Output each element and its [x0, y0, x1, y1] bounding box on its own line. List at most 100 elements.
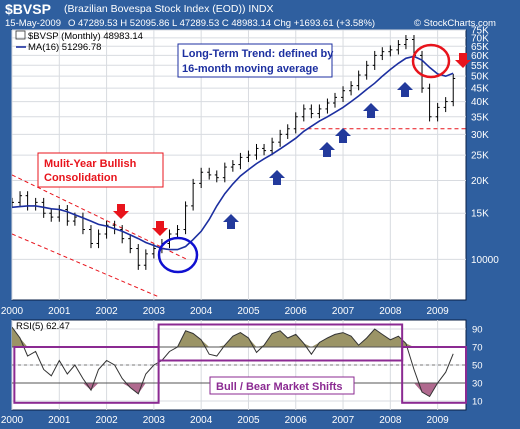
price-bar: [396, 40, 401, 55]
price-y-tick-label: 20K: [471, 176, 489, 187]
price-bar: [18, 191, 23, 208]
price-y-tick-label: 60K: [471, 51, 489, 62]
price-x-tick-label: 2001: [48, 306, 71, 317]
price-bar: [309, 104, 314, 119]
price-x-tick-label: 2003: [143, 306, 166, 317]
blue-up-arrow: [223, 214, 239, 229]
rsi-y-tick-label: 30: [472, 379, 483, 390]
price-bar: [443, 97, 448, 113]
ohlc-readout: O 47289.53 H 52095.86 L 47289.53 C 48983…: [68, 18, 376, 29]
price-y-tick-label: 55K: [471, 61, 489, 72]
ma-series-line: [12, 55, 454, 251]
blue-up-arrow: [319, 142, 335, 157]
rsi-x-tick-label: 2006: [285, 415, 308, 426]
price-bar: [230, 160, 235, 172]
price-bar: [49, 208, 54, 222]
price-bar: [191, 178, 196, 211]
price-bar: [333, 92, 338, 108]
price-bar: [388, 45, 393, 57]
price-y-tick-label: 35K: [471, 112, 489, 123]
top-red-circle: [411, 43, 451, 79]
legend-price-swatch: [15, 30, 26, 40]
price-y-tick-label: 50K: [471, 72, 489, 83]
price-bar: [246, 150, 251, 163]
price-bar: [317, 104, 322, 119]
chart-date: 15-May-2009: [5, 18, 61, 29]
rsi-y-tick-label: 50: [472, 361, 483, 372]
price-bar: [120, 225, 125, 244]
price-bar: [325, 98, 330, 114]
price-bar: [222, 162, 227, 183]
price-bar: [104, 220, 109, 239]
rsi-x-tick-label: 2009: [427, 415, 450, 426]
rsi-x-tick-label: 2003: [143, 415, 166, 426]
rsi-x-tick-label: 2001: [48, 415, 71, 426]
price-x-tick-label: 2004: [190, 306, 213, 317]
blue-up-arrow: [363, 103, 379, 118]
price-bar: [270, 137, 275, 156]
price-bar: [301, 104, 306, 122]
consolidation-annotation-line1: Mulit-Year Bullish: [44, 158, 137, 170]
price-y-tick-label: 65K: [471, 42, 489, 53]
symbol-name: (Brazilian Bovespa Stock Index (EOD)): [64, 3, 246, 15]
rsi-y-tick-label: 70: [472, 343, 483, 354]
price-x-tick-label: 2006: [285, 306, 308, 317]
blue-up-arrow: [335, 128, 351, 143]
price-x-tick-label: 2002: [95, 306, 118, 317]
price-y-tick-label: 10000: [471, 255, 499, 266]
price-x-tick-label: 2008: [379, 306, 402, 317]
price-bar: [207, 167, 212, 180]
rsi-x-tick-label: 2007: [332, 415, 355, 426]
rsi-y-tick-label: 90: [472, 325, 483, 336]
rsi-x-tick-label: 2004: [190, 415, 213, 426]
price-y-tick-label: 75K: [471, 26, 489, 37]
price-x-tick-label: 2009: [427, 306, 450, 317]
price-bar: [349, 81, 354, 96]
price-x-tick-label: 2007: [332, 306, 355, 317]
bull-regime-box: [157, 323, 404, 362]
blue-up-arrow: [269, 170, 285, 185]
rsi-x-tick-label: 2002: [95, 415, 118, 426]
legend-ma-label: MA(16) 51296.78: [28, 42, 101, 53]
price-bar: [341, 86, 346, 103]
price-bar: [435, 102, 440, 122]
channel-upper-dashed-line: [12, 174, 188, 260]
price-bar: [12, 197, 14, 208]
price-bar: [427, 83, 432, 122]
price-plot: [12, 35, 466, 298]
rsi-x-tick-label: 2008: [379, 415, 402, 426]
price-y-tick-label: 25K: [471, 151, 489, 162]
price-bar: [143, 249, 148, 270]
price-bar: [254, 143, 259, 160]
chart-ticker: $BVSP: [5, 1, 51, 17]
price-bar: [380, 47, 385, 61]
price-bar: [214, 170, 219, 183]
price-bar: [278, 129, 283, 147]
price-bar: [262, 143, 267, 156]
red-down-arrow-2003: [152, 221, 168, 236]
blue-up-arrow: [397, 82, 413, 97]
price-bar: [199, 167, 204, 189]
trend-annotation-line2: 16-month moving average: [182, 63, 318, 75]
price-bar: [364, 60, 369, 80]
exchange-code: INDX: [248, 3, 274, 15]
price-bar: [238, 152, 243, 170]
price-bar: [136, 244, 141, 270]
trend-annotation-box: [177, 43, 333, 78]
breakout-blue-circle: [157, 236, 199, 274]
red-down-arrow-2009: [455, 53, 471, 68]
chart-symbol-name: (Brazilian Bovespa Stock Index (EOD)) IN…: [64, 3, 274, 15]
axis-labels: 2000 2000 2001 2001 2002 2002 2003 2003 2004 2004…: [1, 26, 499, 427]
price-x-tick-label: 2000: [1, 306, 24, 317]
bear-regime-box-2009: [401, 346, 467, 404]
price-bar: [128, 234, 133, 254]
price-y-tick-label: 15K: [471, 209, 489, 220]
price-bar: [356, 70, 361, 91]
regime-annotation-text: Bull / Bear Market Shifts: [216, 381, 343, 393]
price-y-tick-label: 30K: [471, 130, 489, 141]
price-bar: [372, 50, 377, 70]
price-bar: [96, 229, 101, 249]
